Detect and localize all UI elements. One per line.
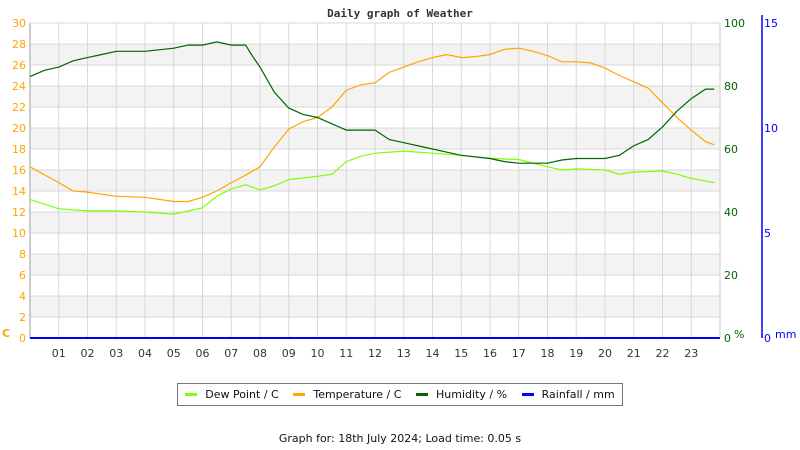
rain-tick-label: 10: [764, 122, 778, 135]
x-tick-label: 21: [627, 347, 641, 360]
rain-tick-label: 5: [764, 227, 771, 240]
x-tick-label: 17: [512, 347, 526, 360]
legend-item: Dew Point / C: [185, 388, 279, 401]
legend-item: Rainfall / mm: [521, 388, 615, 401]
x-tick-label: 19: [569, 347, 583, 360]
x-tick-label: 20: [598, 347, 612, 360]
legend-swatch: [185, 393, 198, 396]
x-tick-label: 15: [454, 347, 468, 360]
x-tick-label: 13: [397, 347, 411, 360]
x-tick-label: 04: [138, 347, 152, 360]
legend-swatch: [293, 393, 306, 396]
left-tick-label: 20: [12, 122, 26, 135]
right-tick-label: 80: [724, 80, 738, 93]
series-line-temperature: [29, 47, 715, 203]
x-tick-label: 05: [167, 347, 181, 360]
series-line-dew: [29, 150, 715, 215]
x-tick-label: 06: [196, 347, 210, 360]
chart-title: Daily graph of Weather: [327, 7, 473, 20]
right-tick-label: 20: [724, 269, 738, 282]
x-tick-label: 07: [224, 347, 238, 360]
left-tick-label: 4: [19, 290, 26, 303]
left-tick-label: 26: [12, 59, 26, 72]
x-tick-label: 09: [282, 347, 296, 360]
x-tick-label: 03: [109, 347, 123, 360]
legend-swatch: [521, 393, 534, 396]
x-tick-label: 01: [52, 347, 66, 360]
rain-axis-unit: mm: [775, 328, 796, 341]
x-tick-label: 11: [339, 347, 353, 360]
legend-label: Humidity / %: [436, 388, 508, 401]
rain-tick-label: 15: [764, 17, 778, 30]
left-tick-label: 12: [12, 206, 26, 219]
legend-item: Temperature / C: [293, 388, 401, 401]
x-tick-label: 22: [656, 347, 670, 360]
legend-label: Rainfall / mm: [541, 388, 615, 401]
left-tick-label: 24: [12, 80, 26, 93]
rain-tick-label: 0: [764, 332, 771, 345]
legend-item: Humidity / %: [416, 388, 507, 401]
legend-swatch: [416, 393, 429, 396]
left-tick-label: 10: [12, 227, 26, 240]
footer-status: Graph for: 18th July 2024; Load time: 0.…: [278, 432, 522, 445]
x-tick-label: 14: [426, 347, 440, 360]
x-tick-label: 16: [483, 347, 497, 360]
legend: Dew Point / C Temperature / C Humidity / %…: [177, 383, 623, 406]
left-tick-label: 8: [19, 248, 26, 261]
x-tick-label: 02: [81, 347, 95, 360]
x-tick-label: 08: [253, 347, 267, 360]
right-tick-label: 0: [724, 332, 731, 345]
left-tick-label: 2: [19, 311, 26, 324]
right-tick-label: 60: [724, 143, 738, 156]
legend-label: Dew Point / C: [205, 388, 279, 401]
left-tick-label: 14: [12, 185, 26, 198]
left-tick-label: 28: [12, 38, 26, 51]
series-line-humidity: [29, 41, 715, 164]
legend-label: Temperature / C: [313, 388, 402, 401]
right-tick-label: 100: [724, 17, 745, 30]
left-tick-label: 16: [12, 164, 26, 177]
x-tick-label: 23: [684, 347, 698, 360]
left-tick-label: 6: [19, 269, 26, 282]
left-axis-unit: C: [2, 327, 10, 340]
left-tick-label: 30: [12, 17, 26, 30]
chart-svg: Daily graph of Weather 02468101214161820…: [2, 7, 796, 360]
right-axis-unit: %: [734, 328, 744, 341]
right-tick-label: 40: [724, 206, 738, 219]
left-tick-label: 22: [12, 101, 26, 114]
left-tick-label: 18: [12, 143, 26, 156]
x-tick-label: 18: [541, 347, 555, 360]
x-tick-label: 10: [311, 347, 325, 360]
x-tick-label: 12: [368, 347, 382, 360]
left-tick-label: 0: [19, 332, 26, 345]
